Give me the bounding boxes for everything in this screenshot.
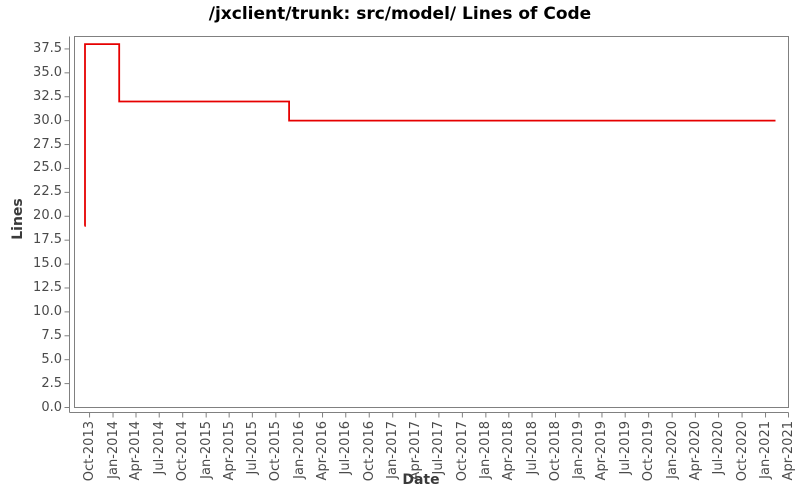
y-tick-label: 20.0 <box>33 208 62 224</box>
x-tick-label: Oct-2014 <box>175 421 191 482</box>
x-axis-title: Date <box>402 472 440 488</box>
x-tick-label: Jul-2014 <box>151 421 167 475</box>
x-tick-label: Jul-2016 <box>338 421 354 475</box>
y-tick-label: 7.5 <box>41 327 62 343</box>
y-tick-label: 10.0 <box>33 303 62 319</box>
x-tick-label: Jan-2014 <box>105 421 121 479</box>
x-tick-label: Jul-2020 <box>711 421 727 475</box>
x-tick-label: Jul-2018 <box>524 421 540 475</box>
y-tick-label: 22.5 <box>33 184 62 200</box>
x-tick-label: Jul-2019 <box>617 421 633 475</box>
x-tick-label: Apr-2014 <box>128 421 144 481</box>
y-tick-label: 27.5 <box>33 136 62 152</box>
x-tick-label: Oct-2017 <box>454 421 470 482</box>
y-tick-label: 35.0 <box>33 64 62 80</box>
y-tick-label: 30.0 <box>33 112 62 128</box>
x-tick-label: Jul-2017 <box>431 421 447 475</box>
y-tick-label: 17.5 <box>33 232 62 248</box>
loc-series-line <box>84 43 776 227</box>
x-tick-label: Apr-2018 <box>501 421 517 481</box>
x-tick-label: Jan-2019 <box>571 421 587 479</box>
x-tick-label: Jan-2015 <box>198 421 214 479</box>
y-tick-label: 0.0 <box>41 399 62 415</box>
x-tick-label: Apr-2016 <box>315 421 331 481</box>
x-tick-label: Oct-2015 <box>268 421 284 482</box>
chart-title: /jxclient/trunk: src/model/ Lines of Cod… <box>208 4 592 24</box>
y-tick-label: 15.0 <box>33 256 62 272</box>
x-tick-label: Oct-2016 <box>361 421 377 482</box>
x-tick-label: Jan-2016 <box>291 421 307 479</box>
x-tick-label: Apr-2019 <box>594 421 610 481</box>
y-tick-label: 5.0 <box>41 351 62 367</box>
y-tick-label: 12.5 <box>33 279 62 295</box>
x-tick-label: Apr-2015 <box>221 421 237 481</box>
y-tick-label: 32.5 <box>33 88 62 104</box>
plot-frame <box>74 36 789 408</box>
x-tick-label: Oct-2013 <box>82 421 98 482</box>
x-tick-label: Oct-2019 <box>641 421 657 482</box>
x-tick-label: Jan-2017 <box>385 421 401 479</box>
x-tick-label: Jan-2021 <box>758 421 774 479</box>
y-tick-label: 25.0 <box>33 160 62 176</box>
x-tick-label: Apr-2021 <box>781 421 796 481</box>
x-tick-label: Jul-2015 <box>244 421 260 475</box>
x-tick-label: Apr-2020 <box>687 421 703 481</box>
x-tick-label: Oct-2020 <box>734 421 750 482</box>
x-tick-label: Jan-2018 <box>478 421 494 479</box>
x-tick-label: Jan-2020 <box>664 421 680 479</box>
y-tick-label: 37.5 <box>33 40 62 56</box>
x-tick-label: Oct-2018 <box>548 421 564 482</box>
y-tick-label: 2.5 <box>41 375 62 391</box>
y-axis-title: Lines <box>10 198 26 240</box>
